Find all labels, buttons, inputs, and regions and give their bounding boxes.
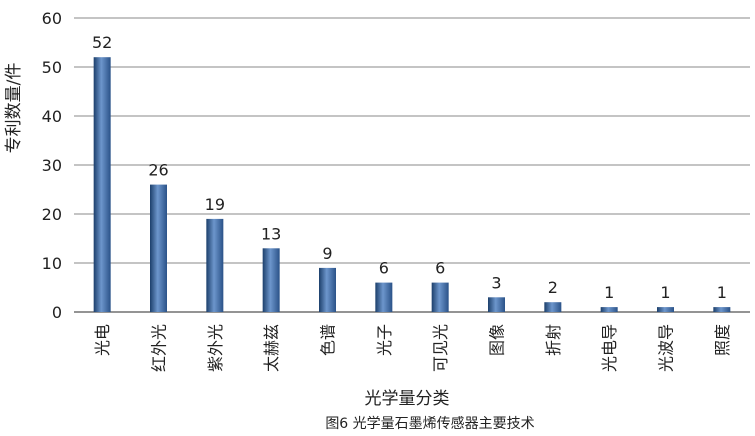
data-label: 6 [379,259,389,278]
data-label: 13 [261,224,281,243]
y-axis-title: 专利数量/件 [4,63,24,154]
y-tick-label: 0 [52,303,62,322]
data-label: 1 [717,283,727,302]
bar [93,57,111,313]
y-tick-label: 10 [42,254,62,273]
y-tick-label: 50 [42,58,62,77]
bar [206,218,224,312]
figure-caption: 图6 光学量石墨烯传感器主要技术 [325,415,534,432]
x-tick-label: 光电 [93,324,112,356]
bar [657,307,674,312]
data-label: 6 [435,259,445,278]
x-tick-label: 光子 [375,324,394,356]
data-label: 26 [148,161,168,180]
data-label: 3 [491,273,501,292]
bar [262,248,280,312]
bar [375,282,393,312]
x-tick-label: 太赫兹 [262,324,281,372]
data-label: 52 [92,33,112,52]
x-tick-label: 照度 [713,324,732,356]
y-tick-label: 20 [42,205,62,224]
data-label: 1 [604,283,614,302]
y-tick-labels: 0 10 20 30 40 50 60 [42,9,62,322]
data-label: 9 [322,244,332,263]
y-tick-label: 30 [42,156,62,175]
y-tick-label: 40 [42,107,62,126]
x-tick-label: 紫外光 [206,324,225,372]
x-tick-label: 可见光 [431,324,450,372]
y-tick-label: 60 [42,9,62,28]
x-tick-label: 折射 [544,324,563,356]
bar [431,282,449,312]
bar [488,297,505,312]
data-label: 1 [660,283,670,302]
bar [319,267,336,312]
data-label: 19 [205,195,225,214]
gridlines [74,17,750,313]
x-tick-label: 红外光 [150,324,169,372]
bar [713,307,731,312]
bar [150,184,167,312]
x-tick-label: 光波导 [657,324,676,372]
x-tick-label: 图像 [488,324,507,356]
x-axis-title: 光学量分类 [365,389,450,409]
x-tick-labels: 光电 红外光 紫外光 太赫兹 色谱 光子 可见光 图像 折射 光电导 光波导 照度 [93,324,732,372]
x-tick-label: 色谱 [319,324,338,356]
x-tick-label: 光电导 [600,324,619,372]
bar [600,307,618,312]
bar [544,302,562,312]
data-labels: 52 26 19 13 9 6 6 3 2 1 1 1 [92,33,727,302]
data-label: 2 [548,278,558,297]
bars [93,57,731,313]
